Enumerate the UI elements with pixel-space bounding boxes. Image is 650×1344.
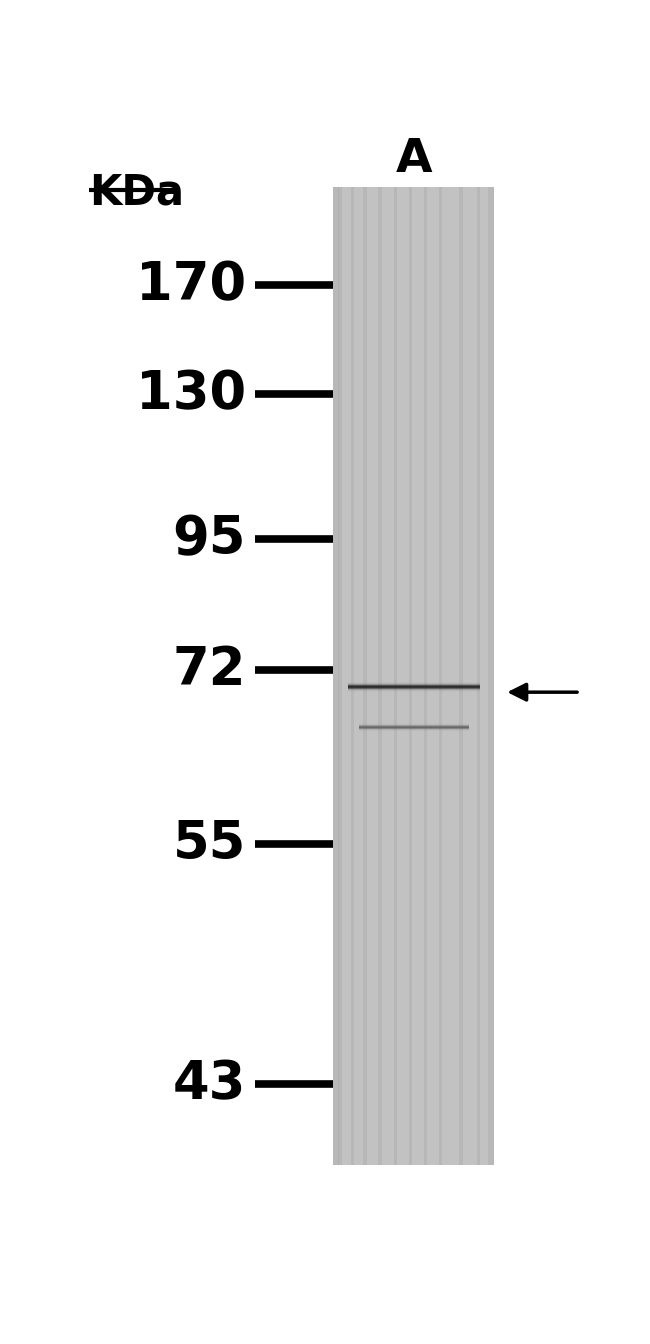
Text: KDa: KDa [89,172,184,214]
Bar [488,187,494,1165]
Bar [378,187,382,1165]
Bar [439,187,443,1165]
Bar [393,187,397,1165]
Bar [459,187,463,1165]
Text: 95: 95 [173,513,246,564]
Text: 130: 130 [136,368,246,421]
Bar [363,187,367,1165]
Bar [409,187,412,1165]
Bar [351,187,354,1165]
Bar [333,187,339,1165]
Bar [338,187,342,1165]
Text: A: A [395,137,432,181]
Bar [333,187,494,1165]
Text: 72: 72 [172,644,246,696]
Bar [476,187,480,1165]
Text: 43: 43 [173,1058,246,1110]
Bar [424,187,427,1165]
Text: 55: 55 [173,818,246,871]
Text: 170: 170 [136,259,246,312]
